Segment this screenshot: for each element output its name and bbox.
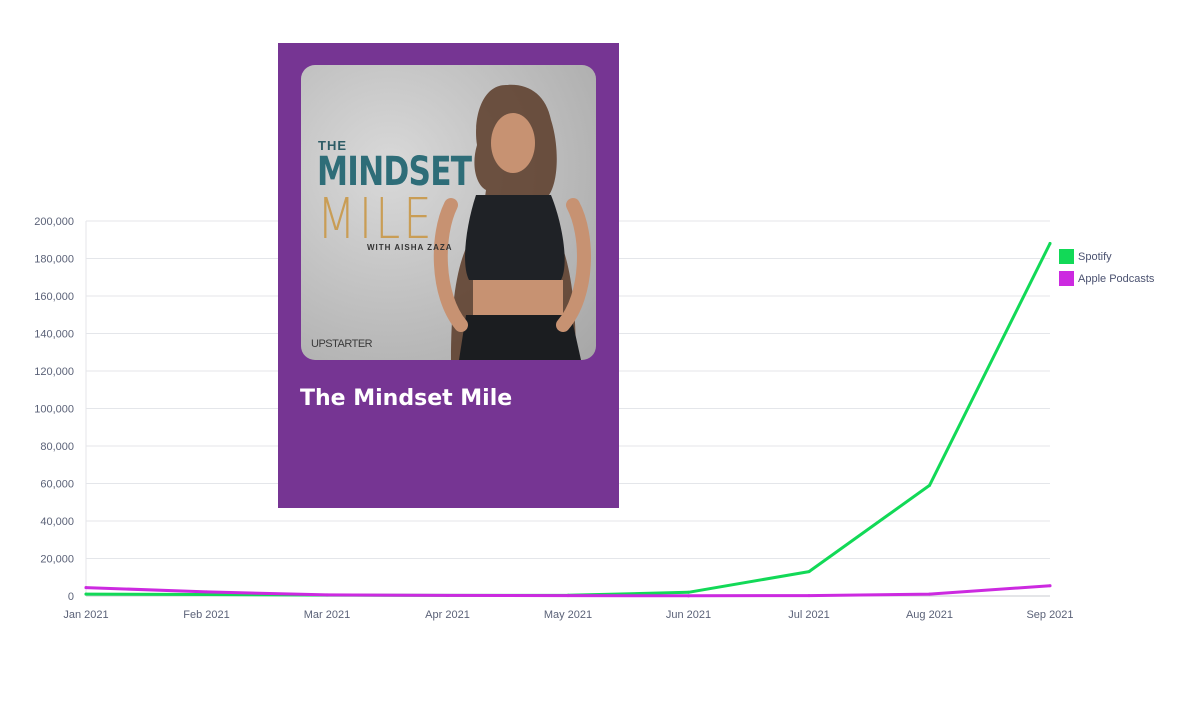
podcast-cover-art: THE MINDSET MILE WITH AISHA ZAZA UPSTART… — [301, 65, 596, 360]
y-tick-label: 160,000 — [34, 291, 74, 303]
x-tick-label: Jul 2021 — [788, 609, 830, 621]
x-tick-label: Jan 2021 — [63, 609, 108, 621]
data-point-apple-podcasts[interactable] — [807, 594, 811, 598]
art-host-line: WITH AISHA ZAZA — [367, 243, 453, 252]
podcast-card[interactable]: THE MINDSET MILE WITH AISHA ZAZA UPSTART… — [278, 43, 619, 508]
legend-item-apple-podcasts[interactable]: Apple Podcasts — [1059, 271, 1154, 286]
chart-legend: Spotify Apple Podcasts — [1059, 249, 1154, 293]
x-tick-label: Sep 2021 — [1026, 609, 1073, 621]
data-point-apple-podcasts[interactable] — [446, 593, 449, 597]
legend-item-spotify[interactable]: Spotify — [1059, 249, 1154, 264]
data-point-apple-podcasts[interactable] — [84, 586, 88, 590]
podcast-title[interactable]: The Mindset Mile — [300, 386, 513, 411]
y-tick-label: 140,000 — [34, 329, 74, 341]
data-point-spotify[interactable] — [807, 570, 811, 574]
y-tick-label: 80,000 — [40, 441, 74, 453]
y-tick-label: 180,000 — [34, 254, 74, 266]
art-brand-logo: UPSTARTER — [311, 338, 373, 350]
y-tick-label: 120,000 — [34, 366, 74, 378]
data-point-spotify[interactable] — [1048, 242, 1052, 245]
series-lines — [84, 242, 1052, 598]
y-axis-ticks: 0 20,000 40,000 60,000 80,000 100,000 120,000 1… — [34, 216, 74, 603]
y-tick-label: 60,000 — [40, 479, 74, 491]
y-tick-label: 40,000 — [40, 516, 74, 528]
data-point-apple-podcasts[interactable] — [687, 594, 690, 598]
x-tick-label: Jun 2021 — [666, 609, 711, 621]
data-point-apple-podcasts[interactable] — [928, 592, 931, 596]
y-tick-label: 200,000 — [34, 216, 74, 228]
data-point-apple-podcasts[interactable] — [566, 594, 570, 598]
x-tick-label: May 2021 — [544, 609, 592, 621]
legend-label-spotify: Spotify — [1078, 250, 1112, 263]
x-tick-label: Apr 2021 — [425, 609, 470, 621]
data-point-spotify[interactable] — [687, 590, 690, 594]
art-title-the: THE — [318, 138, 347, 153]
y-tick-label: 20,000 — [40, 554, 74, 566]
y-tick-label: 100,000 — [34, 404, 74, 416]
art-title-mindset: MINDSET — [317, 149, 472, 195]
x-tick-label: Feb 2021 — [183, 609, 229, 621]
data-point-spotify[interactable] — [928, 483, 931, 487]
x-axis-ticks: Jan 2021 Feb 2021 Mar 2021 Apr 2021 May 2021… — [63, 609, 1073, 621]
data-point-apple-podcasts[interactable] — [325, 593, 329, 597]
art-title-mile: MILE — [317, 187, 435, 252]
data-point-spotify[interactable] — [205, 593, 208, 596]
legend-swatch-apple-podcasts — [1059, 271, 1074, 286]
host-photo — [433, 84, 591, 360]
legend-swatch-spotify — [1059, 249, 1074, 264]
data-point-spotify[interactable] — [84, 592, 88, 596]
data-point-apple-podcasts[interactable] — [205, 590, 208, 594]
x-tick-label: Aug 2021 — [906, 609, 953, 621]
legend-label-apple-podcasts: Apple Podcasts — [1078, 272, 1155, 285]
x-tick-label: Mar 2021 — [304, 609, 350, 621]
y-tick-label: 0 — [68, 591, 74, 603]
data-point-apple-podcasts[interactable] — [1048, 584, 1052, 588]
